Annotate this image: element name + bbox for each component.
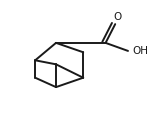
- Text: OH: OH: [132, 46, 148, 56]
- Text: O: O: [113, 12, 122, 22]
